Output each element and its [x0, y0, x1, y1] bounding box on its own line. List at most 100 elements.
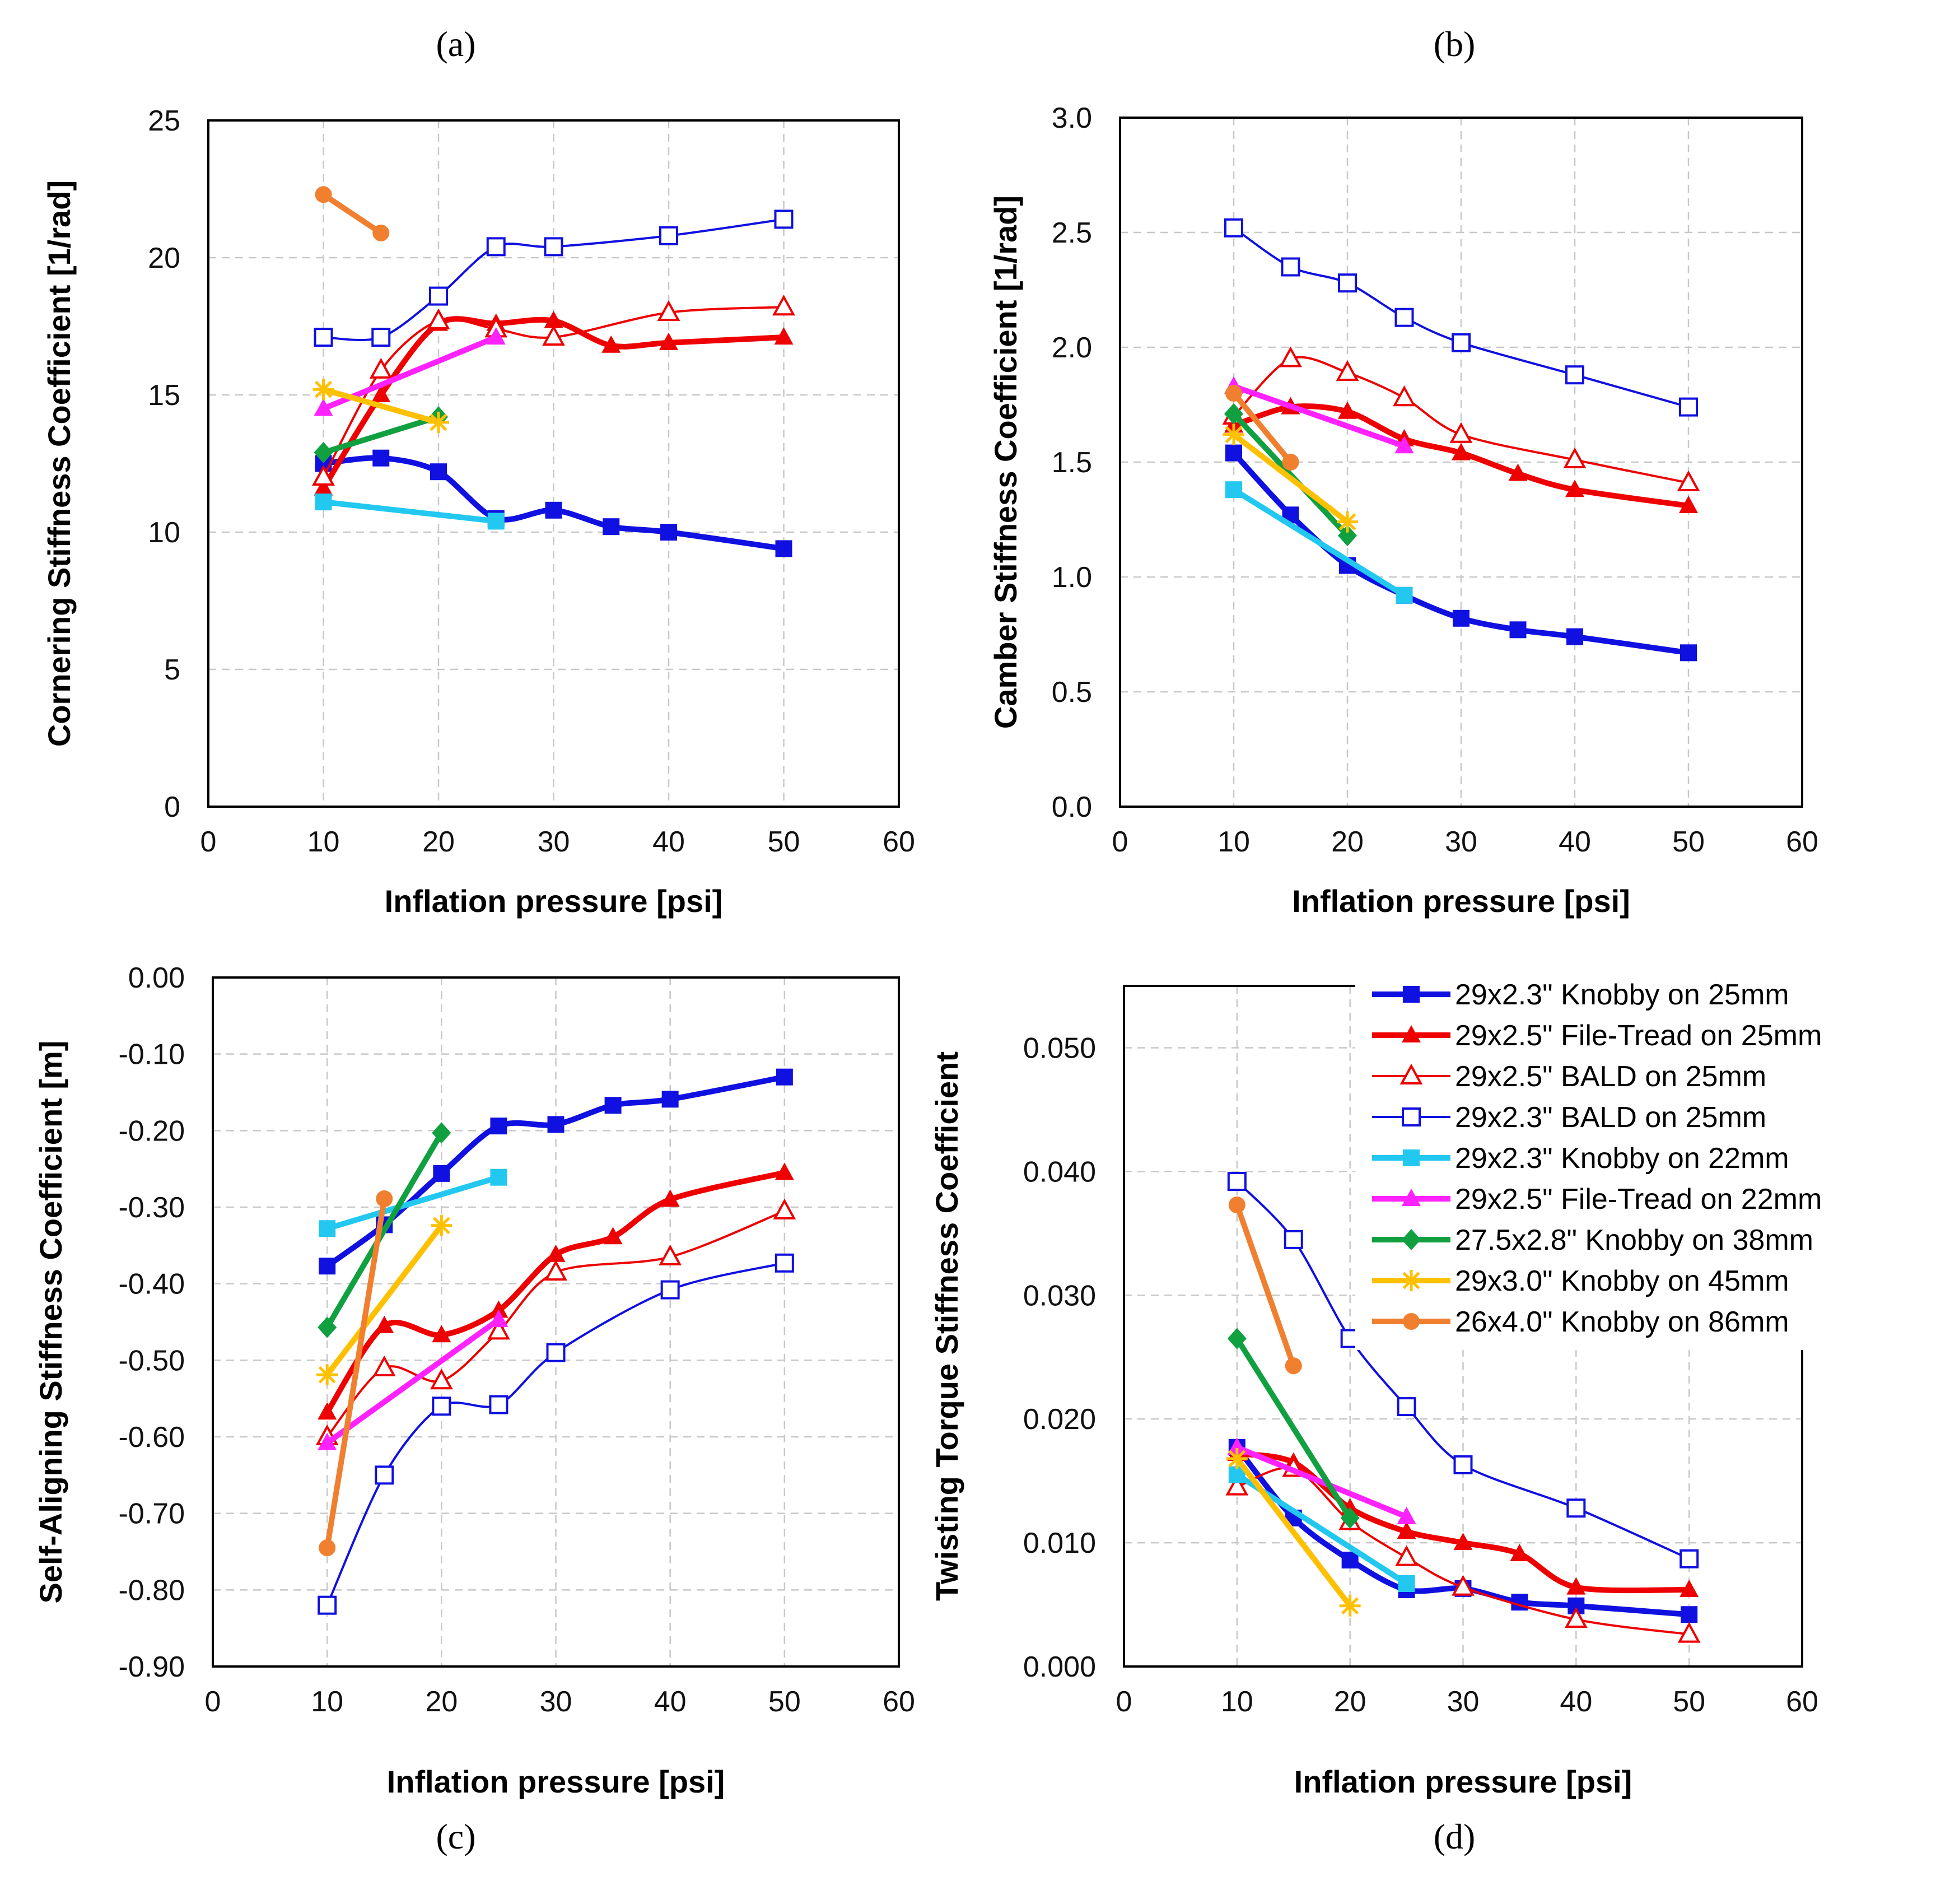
data-point — [432, 1122, 451, 1144]
legend-entry: 29x2.3" Knobby on 22mm — [1372, 1142, 1789, 1175]
data-point — [1227, 1328, 1247, 1349]
series-3 — [1222, 346, 1700, 491]
series-line — [320, 499, 499, 524]
y-tick-label: -0.90 — [118, 1651, 185, 1683]
data-point — [319, 1220, 336, 1237]
data-point — [1285, 1357, 1302, 1375]
x-tick-label: 10 — [311, 1686, 343, 1718]
data-point — [1228, 1197, 1245, 1214]
data-point — [603, 518, 620, 536]
data-point — [1564, 1607, 1588, 1628]
legend-marker — [1402, 1229, 1421, 1250]
x-tick-label: 40 — [1559, 826, 1591, 858]
data-point — [1565, 480, 1584, 497]
data-point — [775, 1162, 794, 1180]
y-axis-title: Camber Stiffness Coefficient [1/rad] — [988, 195, 1023, 729]
x-tick-label: 60 — [1786, 1686, 1818, 1718]
legend-label: 29x2.3" BALD on 25mm — [1455, 1101, 1766, 1134]
y-tick-label: -0.70 — [118, 1498, 185, 1530]
data-point — [1453, 609, 1470, 627]
y-axis-title: Twisting Torque Stiffness Coefficient — [929, 1051, 964, 1601]
series-9 — [1228, 1197, 1302, 1375]
series-line — [324, 1195, 388, 1551]
data-point — [319, 1539, 336, 1557]
chart-panel-a: (a) 0 10 20 30 40 50 60 0 5 10 15 20 25 Inflation pres… — [41, 24, 915, 919]
data-point — [1397, 1397, 1416, 1417]
data-point — [1508, 463, 1528, 481]
y-tick-label: 0.010 — [1023, 1527, 1096, 1559]
y-tick-label: 0.050 — [1023, 1032, 1096, 1064]
series-4 — [1227, 1172, 1699, 1568]
series-line — [1234, 1444, 1410, 1520]
data-point — [1677, 470, 1700, 491]
x-tick-label: 20 — [422, 826, 455, 858]
y-tick-label: -0.20 — [118, 1115, 185, 1147]
series-8 — [1226, 1447, 1361, 1617]
series-line — [320, 387, 441, 425]
data-point — [1284, 1230, 1303, 1249]
data-point — [660, 1189, 680, 1207]
panel-label: (d) — [1434, 1817, 1476, 1856]
data-point — [546, 1244, 566, 1262]
data-point — [1225, 1474, 1249, 1496]
x-tick-label: 40 — [652, 826, 685, 858]
x-tick-label: 0 — [205, 1686, 221, 1718]
legend-label: 29x2.5" File-Tread on 25mm — [1455, 1019, 1822, 1052]
series-2 — [318, 1162, 794, 1420]
data-point — [489, 1309, 509, 1327]
y-tick-label: 5 — [164, 654, 180, 686]
data-point — [432, 1396, 451, 1416]
data-point — [489, 1300, 509, 1318]
y-tick-label: -0.50 — [118, 1344, 185, 1377]
data-point — [375, 1465, 394, 1485]
series-9 — [1225, 385, 1299, 471]
data-point — [316, 1364, 338, 1386]
data-point — [1396, 586, 1413, 604]
y-tick-label: -0.40 — [118, 1268, 185, 1301]
data-point — [314, 441, 333, 463]
data-point — [428, 412, 449, 433]
series-line — [1234, 1335, 1353, 1521]
legend-entry: 29x3.0" Knobby on 45mm — [1372, 1265, 1789, 1297]
series-6 — [318, 1309, 509, 1450]
legend-label: 29x2.3" Knobby on 25mm — [1455, 979, 1789, 1011]
data-point — [1453, 1455, 1473, 1474]
y-axis-title: Self-Aligning Stiffness Coefficient [m] — [33, 1041, 68, 1604]
data-point — [1452, 1575, 1475, 1596]
panel-label: (b) — [1434, 24, 1476, 64]
y-tick-label: 0.0 — [1052, 791, 1092, 823]
data-point — [487, 513, 505, 530]
chart-panel-c: (c) 0 10 20 30 40 50 60 -0.90 -0.80 -0.70 -0.60 -0.5… — [33, 962, 915, 1856]
data-point — [1563, 447, 1587, 468]
x-tick-label: 0 — [1116, 1686, 1132, 1718]
data-point — [318, 1316, 337, 1338]
legend-entry: 27.5x2.8" Knobby on 38mm — [1372, 1224, 1813, 1256]
legend-background — [1355, 955, 1915, 1350]
series-5 — [315, 494, 505, 530]
series-line — [320, 192, 384, 236]
legend-label: 29x2.3" Knobby on 22mm — [1455, 1142, 1789, 1175]
data-point — [1677, 1622, 1701, 1643]
x-tick-label: 10 — [1221, 1686, 1253, 1718]
data-point — [1453, 1533, 1473, 1551]
x-tick-label: 60 — [1786, 826, 1818, 858]
data-point — [433, 1165, 450, 1182]
data-point — [490, 1118, 507, 1135]
x-tick-label: 50 — [768, 826, 800, 858]
data-point — [314, 478, 333, 496]
x-tick-label: 0 — [200, 826, 217, 858]
data-point — [603, 1227, 623, 1245]
data-point — [1398, 1575, 1415, 1592]
series-line — [324, 1316, 502, 1446]
series-line — [1234, 1202, 1296, 1369]
series-7 — [318, 1122, 451, 1338]
data-point — [312, 379, 334, 401]
data-point — [1452, 443, 1471, 460]
x-tick-label: 50 — [1673, 1686, 1705, 1718]
legend-marker — [1399, 1063, 1423, 1084]
data-point — [429, 286, 448, 306]
x-tick-label: 20 — [1331, 826, 1364, 858]
data-point — [1337, 511, 1358, 533]
legend-entry: 29x2.5" File-Tread on 22mm — [1372, 1183, 1822, 1216]
data-point — [1340, 1507, 1360, 1529]
